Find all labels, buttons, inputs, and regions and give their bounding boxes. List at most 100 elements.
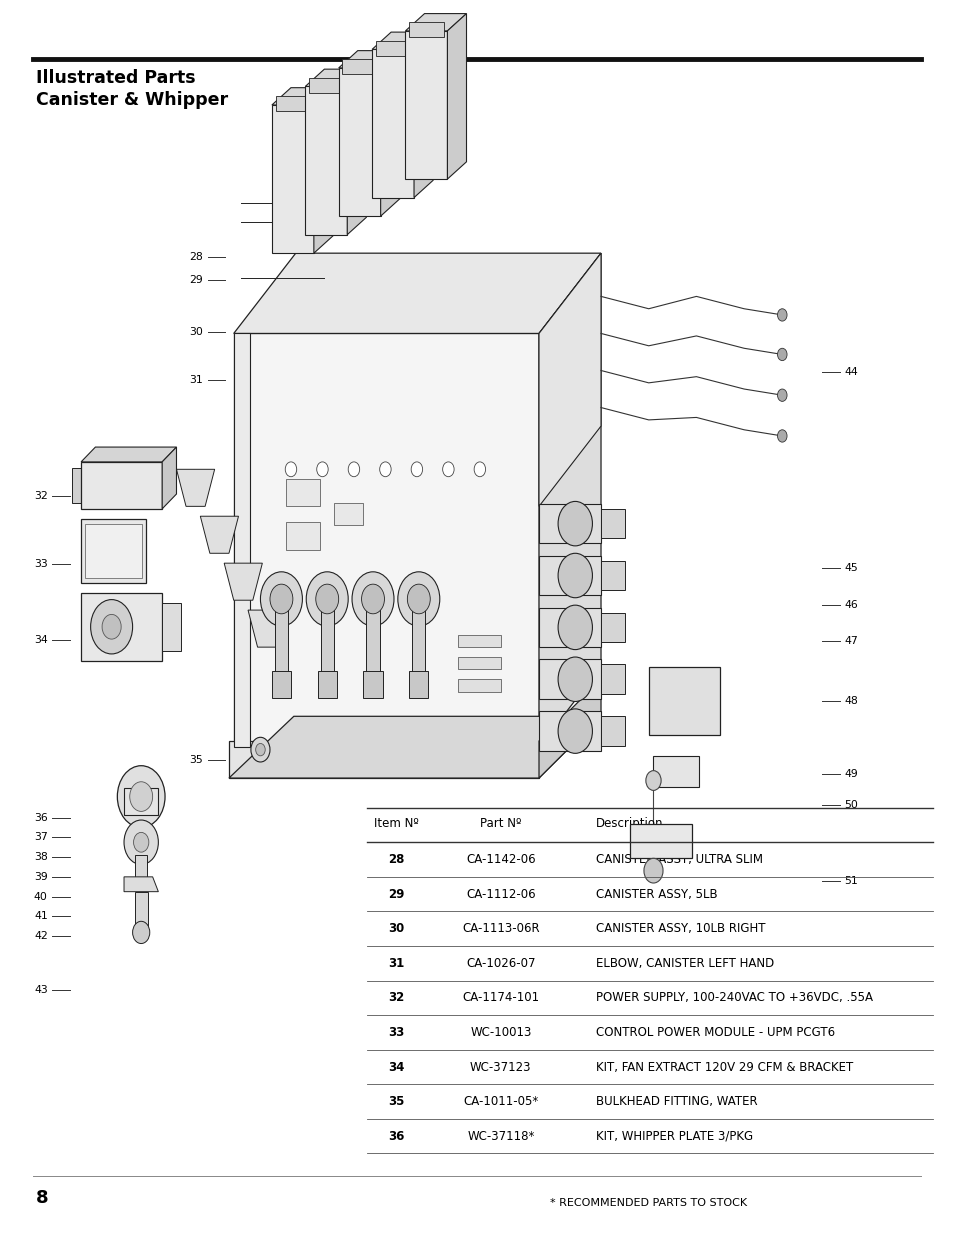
Text: 37: 37: [34, 832, 48, 842]
Polygon shape: [229, 741, 538, 778]
Circle shape: [285, 462, 296, 477]
Bar: [409, 22, 443, 37]
Circle shape: [777, 389, 786, 401]
Polygon shape: [272, 105, 314, 253]
Text: 28: 28: [387, 853, 404, 866]
Polygon shape: [538, 504, 600, 543]
Text: 33: 33: [34, 559, 48, 569]
Polygon shape: [272, 88, 333, 105]
Polygon shape: [162, 447, 176, 509]
Text: 50: 50: [843, 800, 858, 810]
Polygon shape: [372, 49, 414, 198]
Bar: [412, 599, 425, 673]
Bar: [457, 657, 500, 669]
Circle shape: [407, 584, 430, 614]
Bar: [85, 524, 142, 578]
Text: 31: 31: [387, 957, 404, 969]
Circle shape: [352, 572, 394, 626]
Text: ELBOW, CANISTER LEFT HAND: ELBOW, CANISTER LEFT HAND: [596, 957, 774, 969]
Polygon shape: [248, 610, 286, 647]
Text: 46: 46: [843, 600, 857, 610]
Text: CA-1026-07: CA-1026-07: [466, 957, 535, 969]
Text: 39: 39: [34, 872, 48, 882]
Circle shape: [777, 348, 786, 361]
Polygon shape: [233, 253, 600, 333]
Bar: [342, 59, 376, 74]
Text: WC-37118*: WC-37118*: [467, 1130, 534, 1142]
Text: 35: 35: [190, 755, 203, 764]
Text: 32: 32: [34, 492, 48, 501]
Bar: [366, 599, 379, 673]
Text: 32: 32: [387, 992, 404, 1004]
Text: 51: 51: [843, 876, 857, 885]
Polygon shape: [314, 88, 333, 253]
Text: Item Nº: Item Nº: [374, 816, 417, 830]
Text: 44: 44: [843, 367, 857, 377]
Circle shape: [379, 462, 391, 477]
Polygon shape: [600, 613, 624, 642]
Circle shape: [251, 737, 270, 762]
Circle shape: [255, 743, 265, 756]
Bar: [334, 503, 362, 525]
Bar: [71, 468, 83, 503]
Circle shape: [348, 462, 359, 477]
Polygon shape: [200, 516, 238, 553]
Text: 36: 36: [34, 813, 48, 823]
Text: 8: 8: [36, 1189, 49, 1207]
Text: 33: 33: [387, 1026, 404, 1039]
Circle shape: [558, 709, 592, 753]
Text: CANISTER ASSY, ULTRA SLIM: CANISTER ASSY, ULTRA SLIM: [596, 853, 762, 866]
Bar: [457, 635, 500, 647]
Text: Part Nº: Part Nº: [479, 816, 521, 830]
Bar: [81, 519, 146, 583]
Circle shape: [270, 584, 293, 614]
Bar: [272, 671, 291, 698]
Circle shape: [117, 766, 165, 827]
Polygon shape: [538, 711, 600, 751]
Circle shape: [91, 600, 132, 653]
Polygon shape: [347, 69, 366, 235]
Text: Illustrated Parts: Illustrated Parts: [36, 69, 195, 88]
Text: * RECOMMENDED PARTS TO STOCK: * RECOMMENDED PARTS TO STOCK: [550, 1198, 746, 1208]
Bar: [629, 824, 691, 858]
Text: Canister & Whipper: Canister & Whipper: [36, 91, 228, 110]
Text: 28: 28: [190, 252, 203, 262]
Circle shape: [124, 820, 158, 864]
Polygon shape: [305, 86, 347, 235]
Polygon shape: [124, 877, 158, 892]
Bar: [275, 96, 310, 111]
Bar: [286, 522, 319, 550]
Polygon shape: [338, 68, 380, 216]
Text: Description: Description: [596, 816, 663, 830]
Text: 36: 36: [387, 1130, 404, 1142]
Bar: [653, 756, 699, 787]
Bar: [409, 671, 428, 698]
Text: 29: 29: [190, 275, 203, 285]
Circle shape: [645, 771, 660, 790]
Polygon shape: [538, 659, 600, 699]
Polygon shape: [176, 469, 214, 506]
Bar: [320, 599, 334, 673]
Text: CONTROL POWER MODULE - UPM PCGT6: CONTROL POWER MODULE - UPM PCGT6: [596, 1026, 835, 1039]
Polygon shape: [538, 556, 600, 595]
Polygon shape: [224, 563, 262, 600]
Text: CA-1113-06R: CA-1113-06R: [461, 923, 539, 935]
Bar: [457, 679, 500, 692]
Bar: [134, 892, 148, 932]
Circle shape: [643, 858, 662, 883]
Polygon shape: [305, 69, 366, 86]
Text: 35: 35: [387, 1095, 404, 1108]
Text: CA-1142-06: CA-1142-06: [466, 853, 535, 866]
Text: 45: 45: [843, 563, 857, 573]
Circle shape: [316, 462, 328, 477]
Circle shape: [777, 309, 786, 321]
Circle shape: [132, 921, 150, 944]
Circle shape: [442, 462, 454, 477]
Text: 47: 47: [843, 636, 857, 646]
Circle shape: [306, 572, 348, 626]
Circle shape: [133, 832, 149, 852]
Polygon shape: [233, 333, 250, 747]
Polygon shape: [447, 14, 466, 179]
Bar: [162, 603, 181, 651]
Text: 48: 48: [843, 697, 857, 706]
